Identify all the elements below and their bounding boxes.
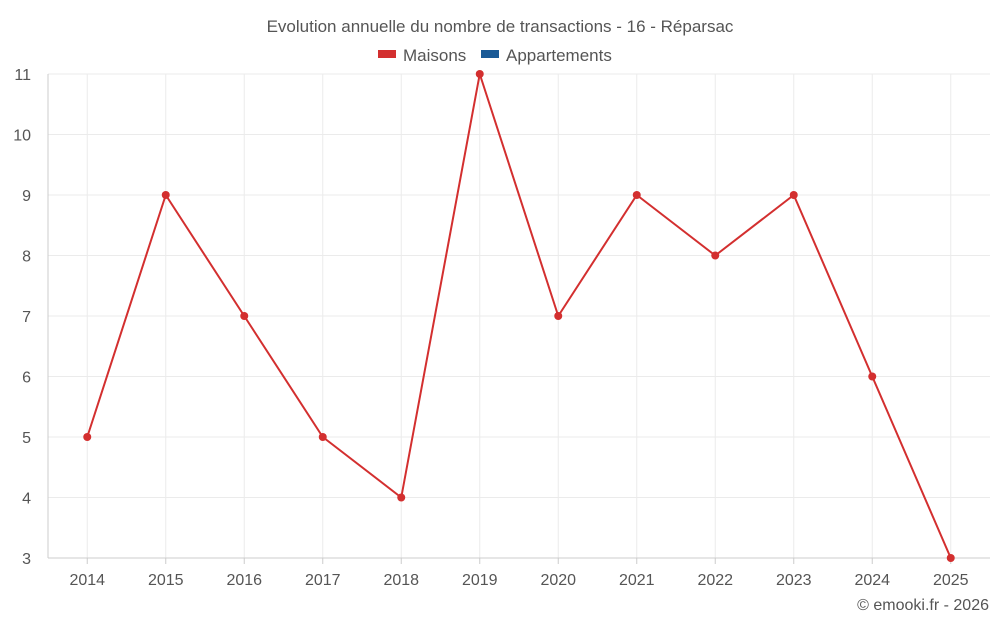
data-point-maisons-2019[interactable]	[475, 70, 484, 78]
data-point-maisons-2021[interactable]	[632, 191, 641, 199]
data-point-maisons-2018[interactable]	[397, 493, 406, 502]
y-tick-label: 10	[13, 128, 31, 145]
y-tick-label: 4	[22, 491, 31, 508]
legend-swatch-maisons	[378, 50, 396, 58]
x-tick-label: 2015	[148, 572, 184, 589]
y-tick-label: 5	[22, 430, 31, 447]
x-tick-label: 2014	[69, 572, 105, 589]
x-tick-label: 2021	[619, 572, 655, 589]
legend-label-maisons[interactable]: Maisons	[403, 46, 466, 65]
x-tick-label: 2016	[226, 572, 262, 589]
y-tick-label: 3	[22, 551, 31, 568]
legend-label-appartements[interactable]: Appartements	[506, 46, 612, 65]
x-tick-label: 2019	[462, 572, 498, 589]
x-tick-label: 2020	[540, 572, 576, 589]
data-point-maisons-2022[interactable]	[711, 251, 720, 260]
data-point-maisons-2014[interactable]	[83, 433, 92, 441]
x-tick-label: 2024	[854, 572, 890, 589]
credit-text: © emooki.fr - 2026	[857, 597, 989, 614]
data-point-maisons-2015[interactable]	[161, 191, 170, 199]
data-point-maisons-2023[interactable]	[789, 191, 798, 199]
y-tick-label: 9	[22, 188, 31, 205]
x-tick-label: 2018	[383, 572, 419, 589]
y-tick-label: 7	[22, 309, 31, 326]
grid	[48, 73, 990, 559]
series	[83, 70, 955, 562]
x-tick-label: 2022	[697, 572, 733, 589]
legend: Maisons Appartements	[378, 46, 612, 65]
x-tick-label: 2017	[305, 572, 341, 589]
y-tick-label: 6	[22, 370, 31, 387]
data-point-maisons-2024[interactable]	[868, 372, 877, 381]
chart-title: Evolution annuelle du nombre de transact…	[267, 17, 734, 36]
series-line-maisons	[86, 73, 952, 559]
data-point-maisons-2020[interactable]	[554, 312, 563, 320]
y-tick-label: 11	[14, 67, 31, 84]
y-tick-label: 8	[22, 249, 31, 266]
legend-swatch-appartements	[481, 50, 499, 58]
data-point-maisons-2016[interactable]	[240, 312, 249, 320]
data-point-maisons-2025[interactable]	[946, 554, 955, 562]
x-tick-label: 2023	[776, 572, 812, 589]
data-point-maisons-2017[interactable]	[318, 433, 327, 441]
axes: 3 4 5 6 7 8 9 10 11 2014 2015 2016 2017 2018 2019 2020 2…	[13, 67, 990, 589]
x-tick-label: 2025	[933, 572, 969, 589]
